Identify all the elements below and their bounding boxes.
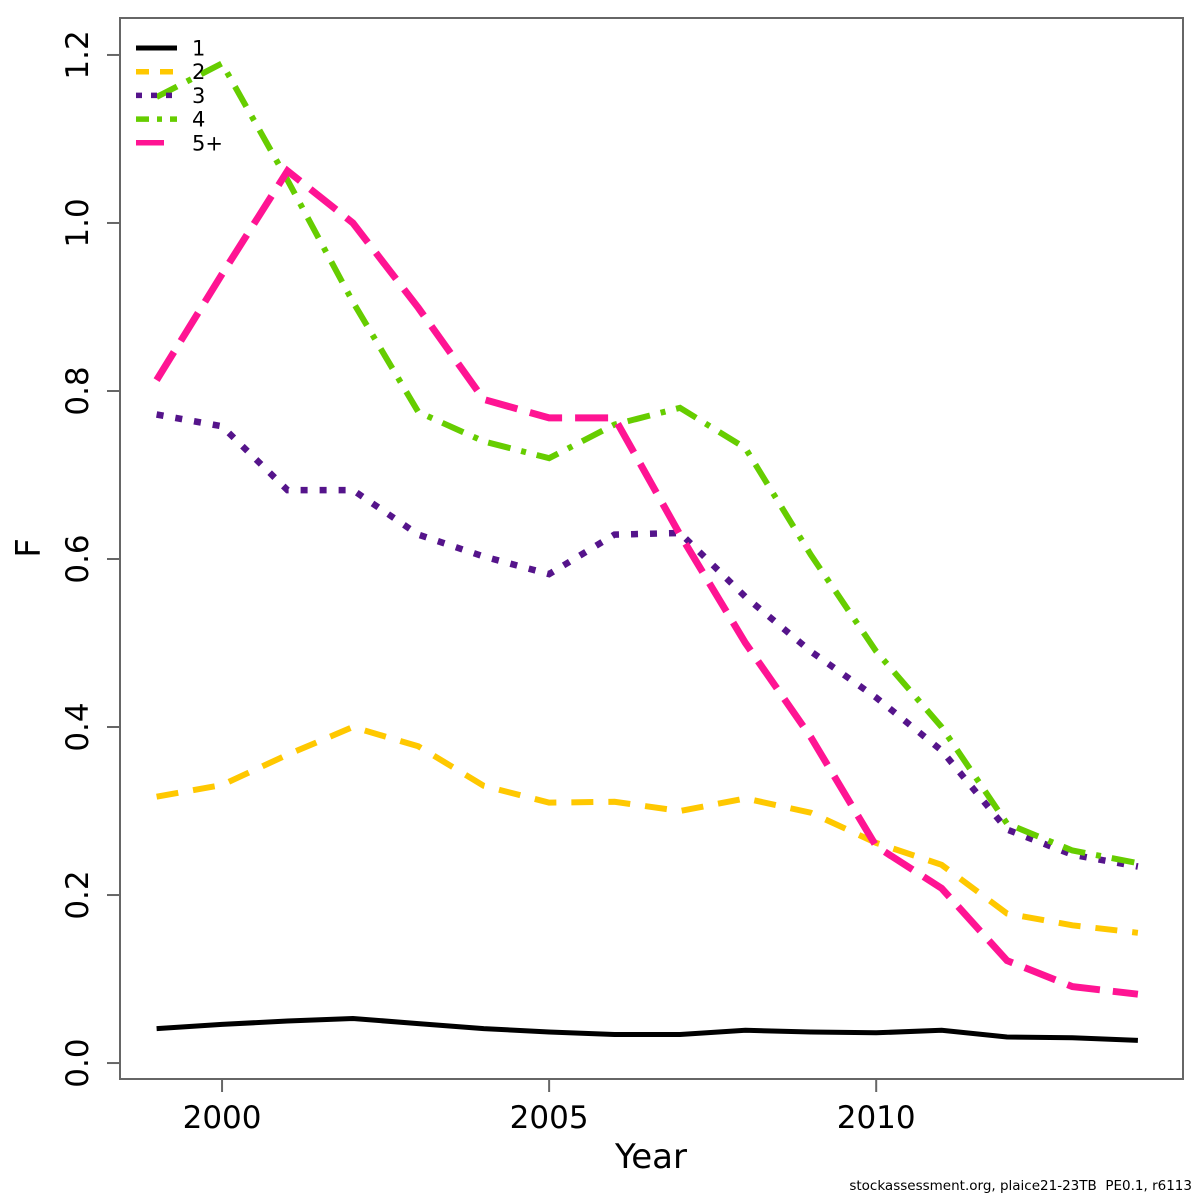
series-line-4 <box>155 59 1139 867</box>
legend-label-1: 1 <box>192 37 205 61</box>
series-layer <box>153 59 1139 1043</box>
y-tick-label: 0.8 <box>60 366 96 415</box>
x-tick-label: 2005 <box>510 1100 589 1136</box>
x-axis-title: Year <box>614 1137 687 1177</box>
footer-citation: stockassessment.org, plaice21-23TB PE0.1… <box>849 1178 1192 1194</box>
axis-layer: 2000 2005 2010 0.0 0.2 0.4 0.6 0.8 1.0 1.2 <box>60 30 916 1136</box>
series-line-2 <box>156 723 1139 936</box>
x-tick-label: 2000 <box>183 1100 262 1136</box>
series-line-5+ <box>153 165 1139 998</box>
legend-label-2: 2 <box>192 60 205 84</box>
legend-label-3: 3 <box>192 84 205 108</box>
x-tick-label: 2010 <box>837 1100 916 1136</box>
plot-frame <box>119 17 1184 1080</box>
legend-label-5+: 5+ <box>192 131 223 155</box>
series-line-3 <box>156 411 1139 870</box>
y-tick-label: 1.0 <box>60 198 96 247</box>
series-line-1 <box>156 1015 1138 1043</box>
y-axis-title: F <box>9 538 49 558</box>
y-tick-label: 1.2 <box>60 30 96 79</box>
legend-label-4: 4 <box>192 108 205 132</box>
y-tick-label: 0.0 <box>60 1038 96 1087</box>
y-tick-label: 0.4 <box>60 702 96 751</box>
y-tick-label: 0.2 <box>60 870 96 919</box>
y-tick-label: 0.6 <box>60 534 96 583</box>
